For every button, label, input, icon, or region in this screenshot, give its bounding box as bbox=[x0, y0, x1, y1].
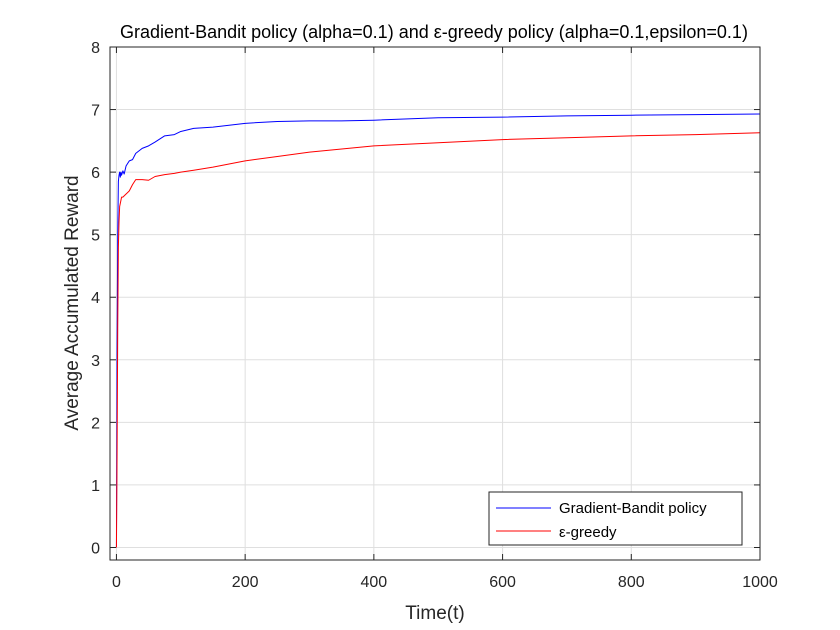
x-tick-label: 1000 bbox=[742, 574, 778, 591]
x-tick-label: 200 bbox=[232, 574, 259, 591]
y-tick-label: 4 bbox=[91, 290, 100, 307]
y-tick-label: 2 bbox=[91, 415, 100, 432]
axes-background bbox=[110, 47, 760, 560]
x-axis-title: Time(t) bbox=[405, 603, 464, 624]
chart-title: Gradient-Bandit policy (alpha=0.1) and ε… bbox=[120, 22, 748, 42]
x-tick-labels: 0 200 400 600 800 1000 bbox=[112, 574, 778, 591]
y-axis-title: Average Accumulated Reward bbox=[62, 175, 83, 430]
y-tick-label: 6 bbox=[91, 165, 100, 182]
y-tick-label: 5 bbox=[91, 228, 100, 245]
legend-label-epsilon-greedy: ε-greedy bbox=[559, 524, 617, 541]
legend-box bbox=[488, 491, 743, 546]
series-line-0 bbox=[115, 113, 761, 548]
axes-box bbox=[109, 46, 761, 561]
series-lines bbox=[115, 113, 761, 548]
y-tick-label: 1 bbox=[91, 478, 100, 495]
y-tick-label: 8 bbox=[91, 40, 100, 57]
y-tick-label: 3 bbox=[91, 353, 100, 370]
legend: Gradient-Bandit policy ε-greedy bbox=[488, 491, 743, 546]
x-tick-label: 800 bbox=[618, 574, 645, 591]
legend-label-gradient-bandit: Gradient-Bandit policy bbox=[559, 500, 707, 517]
series-line-1 bbox=[115, 132, 761, 548]
y-tick-labels: 0 1 2 3 4 5 6 7 8 bbox=[91, 40, 100, 557]
tick-marks bbox=[110, 46, 761, 560]
x-tick-label: 400 bbox=[361, 574, 388, 591]
x-tick-label: 600 bbox=[489, 574, 516, 591]
y-tick-label: 0 bbox=[91, 540, 100, 557]
x-tick-label: 0 bbox=[112, 574, 121, 591]
y-tick-label: 7 bbox=[91, 103, 100, 120]
